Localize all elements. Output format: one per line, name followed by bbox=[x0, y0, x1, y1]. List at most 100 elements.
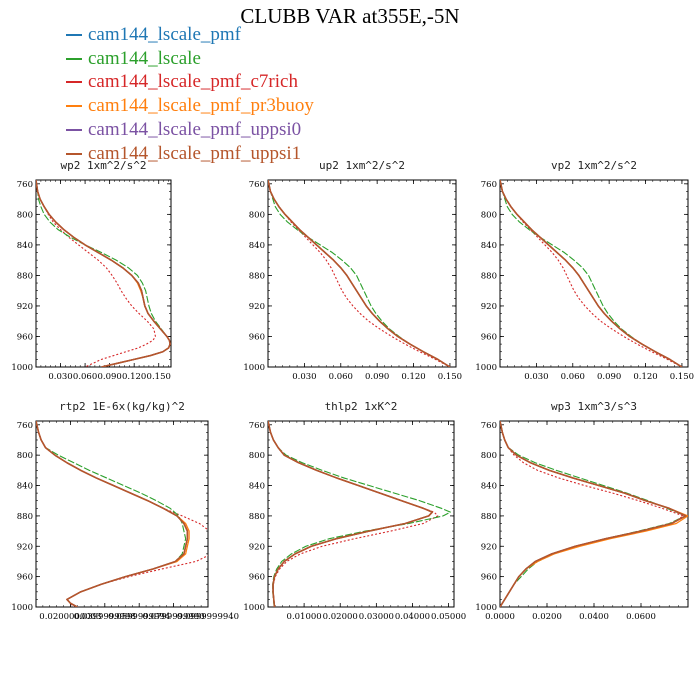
panel-3: vp2 1xm^2/s^2 760 800 840 880 920 960 1000 0.030… bbox=[475, 159, 694, 382]
x-tick-label: 0.150 bbox=[147, 372, 171, 382]
x-tick-label: 0.120 bbox=[122, 372, 146, 382]
legend-item: cam144_lscale_pmf_c7rich bbox=[66, 71, 314, 95]
legend-item: cam144_lscale_pmf_uppsi0 bbox=[66, 118, 314, 142]
x-tick-label: 0.0999999940 bbox=[177, 612, 239, 622]
y-tick-label: 760 bbox=[249, 421, 265, 431]
y-tick-label: 840 bbox=[17, 241, 33, 251]
plot-frame bbox=[35, 420, 209, 608]
series-line-3 bbox=[268, 421, 439, 607]
y-tick-label: 880 bbox=[17, 512, 33, 522]
y-tick-label: 800 bbox=[249, 451, 265, 461]
x-tick-label: 0.060 bbox=[73, 372, 97, 382]
y-tick-label: 840 bbox=[17, 482, 33, 492]
series-line-4 bbox=[36, 180, 171, 367]
x-tick-label: 0.060 bbox=[329, 372, 353, 382]
plot-frame bbox=[499, 179, 689, 368]
x-tick-label: 0.150 bbox=[438, 372, 462, 382]
legend-swatch bbox=[66, 33, 82, 36]
series-line-4 bbox=[268, 180, 451, 367]
y-tick-label: 1000 bbox=[475, 603, 497, 613]
y-tick-label: 960 bbox=[481, 332, 497, 342]
x-tick-label: 0.150 bbox=[670, 372, 694, 382]
series-line-5 bbox=[268, 180, 451, 367]
x-tick-label: 0.030 bbox=[48, 372, 72, 382]
y-tick-label: 880 bbox=[481, 271, 497, 281]
legend-label: cam144_lscale_pmf_uppsi0 bbox=[88, 119, 302, 141]
x-tick-label: 0.120 bbox=[633, 372, 657, 382]
series-line-2 bbox=[36, 180, 171, 367]
series-line-6 bbox=[268, 180, 451, 367]
y-tick-label: 960 bbox=[481, 573, 497, 583]
legend-swatch bbox=[66, 57, 82, 60]
x-tick-label: 0.0400 bbox=[579, 612, 609, 622]
y-tick-label: 760 bbox=[17, 421, 33, 431]
series-line-3 bbox=[500, 421, 684, 607]
y-tick-label: 920 bbox=[17, 302, 33, 312]
y-tick-label: 1000 bbox=[243, 363, 265, 373]
legend-item: cam144_lscale_pmf_pr3buoy bbox=[66, 94, 314, 118]
y-tick-label: 920 bbox=[249, 542, 265, 552]
panel-2: up2 1xm^2/s^2 760 800 840 880 920 960 1000 0.030… bbox=[243, 159, 462, 382]
legend-swatch bbox=[66, 129, 82, 132]
series-line-1 bbox=[36, 421, 189, 607]
y-tick-label: 760 bbox=[249, 180, 265, 190]
series-line-4 bbox=[36, 421, 190, 607]
panel-4: rtp2 1E-6x(kg/kg)^2 760 800 840 880 920 960 100… bbox=[11, 400, 239, 622]
y-tick-label: 960 bbox=[249, 573, 265, 583]
series-line-5 bbox=[268, 421, 433, 607]
x-tick-label: 0.01000 bbox=[287, 612, 322, 622]
legend-label: cam144_lscale_pmf_pr3buoy bbox=[88, 95, 314, 117]
x-tick-label: 0.04000 bbox=[395, 612, 430, 622]
series-line-1 bbox=[500, 421, 687, 607]
y-tick-label: 920 bbox=[17, 542, 33, 552]
y-tick-label: 840 bbox=[481, 241, 497, 251]
x-tick-label: 0.120 bbox=[401, 372, 425, 382]
x-tick-label: 0.02000 bbox=[323, 612, 358, 622]
legend-item: cam144_lscale_pmf bbox=[66, 23, 314, 47]
y-tick-label: 920 bbox=[481, 302, 497, 312]
series-line-6 bbox=[36, 421, 189, 607]
y-tick-label: 880 bbox=[249, 512, 265, 522]
x-tick-label: 0.0200 bbox=[532, 612, 562, 622]
series-line-5 bbox=[36, 180, 171, 367]
y-tick-label: 1000 bbox=[11, 603, 33, 613]
x-tick-label: 0.090 bbox=[97, 372, 121, 382]
y-tick-label: 880 bbox=[249, 271, 265, 281]
y-tick-label: 1000 bbox=[11, 363, 33, 373]
y-tick-label: 1000 bbox=[243, 603, 265, 613]
series-line-2 bbox=[500, 421, 687, 607]
plot-frame bbox=[267, 420, 455, 608]
legend-swatch bbox=[66, 81, 82, 84]
y-tick-label: 800 bbox=[481, 210, 497, 220]
x-tick-label: 0.0600 bbox=[626, 612, 656, 622]
series-line-5 bbox=[500, 180, 683, 367]
figure-title: CLUBB VAR at355E,-5N bbox=[240, 4, 460, 28]
series-line-2 bbox=[36, 421, 187, 607]
series-line-1 bbox=[500, 180, 683, 367]
x-tick-label: 0.0000 bbox=[485, 612, 515, 622]
panel-title: thlp2 1xK^2 bbox=[325, 400, 398, 413]
y-tick-label: 760 bbox=[17, 180, 33, 190]
panel-title: up2 1xm^2/s^2 bbox=[319, 159, 405, 172]
series-line-3 bbox=[500, 180, 683, 367]
x-tick-label: 0.0399999998 bbox=[74, 612, 136, 622]
panel-5: thlp2 1xK^2 760 800 840 880 920 960 1000 0.01000… bbox=[243, 400, 466, 622]
legend-item: cam144_lscale_pmf_uppsi1 bbox=[66, 142, 314, 166]
x-tick-label: 0.060 bbox=[561, 372, 585, 382]
series-line-2 bbox=[268, 180, 451, 367]
y-tick-label: 760 bbox=[481, 421, 497, 431]
x-tick-label: 0.0599999994 bbox=[108, 612, 170, 622]
panel-title: wp2 1xm^2/s^2 bbox=[60, 159, 146, 172]
y-tick-label: 920 bbox=[481, 542, 497, 552]
x-tick-label: 0.0799999990 bbox=[142, 612, 204, 622]
series-line-5 bbox=[36, 421, 189, 607]
y-tick-label: 960 bbox=[249, 332, 265, 342]
x-tick-label: 0.03000 bbox=[359, 612, 394, 622]
series-line-6 bbox=[500, 180, 683, 367]
series-line-5 bbox=[500, 421, 687, 607]
y-tick-label: 960 bbox=[17, 573, 33, 583]
legend-swatch bbox=[66, 152, 82, 155]
y-tick-label: 800 bbox=[17, 210, 33, 220]
y-tick-label: 880 bbox=[17, 271, 33, 281]
